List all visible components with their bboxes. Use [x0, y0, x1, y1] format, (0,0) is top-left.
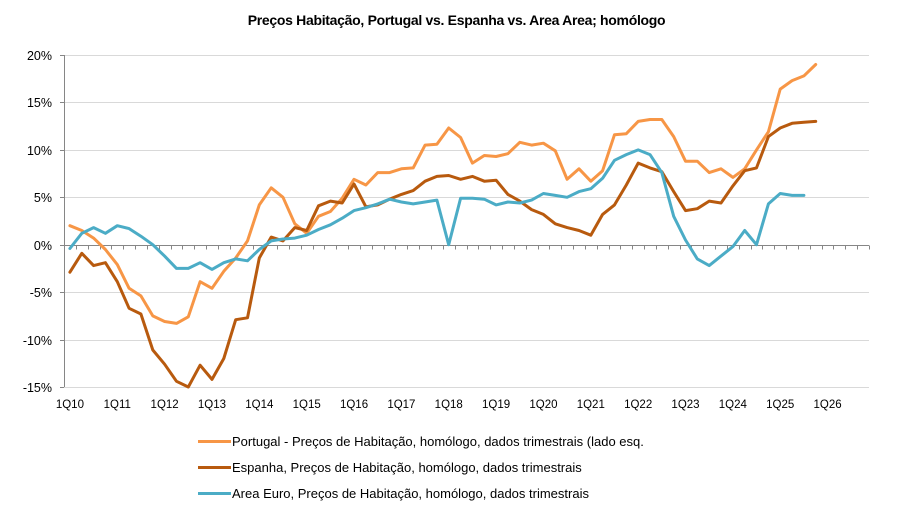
x-tick-label: 1Q16: [340, 399, 368, 411]
legend-item-portugal: Portugal - Preços de Habitação, homólogo…: [198, 428, 644, 454]
gridlines: [64, 55, 869, 388]
y-tick-label: 20%: [27, 49, 52, 63]
x-axis-labels: 1Q10 1Q11 1Q12 1Q13 1Q14 1Q15 1Q16 1Q17 1Q18 1Q19…: [56, 399, 842, 411]
y-tick-label: -10%: [23, 334, 52, 348]
x-tick-label: 1Q26: [813, 399, 841, 411]
x-tick-label: 1Q18: [435, 399, 463, 411]
x-tick-label: 1Q12: [151, 399, 179, 411]
x-tick-label: 1Q10: [56, 399, 84, 411]
x-tick-label: 1Q15: [293, 399, 321, 411]
x-tick-label: 1Q11: [104, 399, 131, 411]
y-tick-label: 15%: [27, 96, 52, 110]
x-tick-label: 1Q22: [624, 399, 652, 411]
x-tick-label: 1Q23: [671, 399, 699, 411]
series-lines: [68, 63, 818, 389]
x-tick-label: 1Q13: [198, 399, 226, 411]
x-tick-label: 1Q21: [577, 399, 605, 411]
legend-label-espanha: Espanha, Preços de Habitação, homólogo, …: [232, 459, 582, 475]
series-line-area-euro: [68, 148, 806, 271]
chart-title: Preços Habitação, Portugal vs. Espanha v…: [247, 12, 666, 28]
x-tick-label: 1Q25: [766, 399, 794, 411]
series-line-espanha: [68, 119, 818, 389]
x-tick-label: 1Q14: [245, 399, 274, 411]
legend-label-area-euro: Area Euro, Preços de Habitação, homólogo…: [232, 485, 589, 501]
y-tick-label: 0%: [34, 239, 52, 253]
x-tick-label: 1Q19: [482, 399, 510, 411]
legend: Portugal - Preços de Habitação, homólogo…: [198, 428, 644, 506]
x-tick-label: 1Q20: [529, 399, 557, 411]
x-tick-label: 1Q24: [719, 399, 748, 411]
legend-label-portugal: Portugal - Preços de Habitação, homólogo…: [232, 433, 644, 449]
legend-swatch-area-euro: [198, 491, 231, 495]
y-tick-label: 10%: [27, 144, 52, 158]
series-line-portugal: [68, 63, 818, 325]
legend-item-area-euro: Area Euro, Preços de Habitação, homólogo…: [198, 480, 644, 506]
legend-swatch-espanha: [198, 465, 231, 469]
legend-item-espanha: Espanha, Preços de Habitação, homólogo, …: [198, 454, 644, 480]
x-tick-label: 1Q17: [387, 399, 415, 411]
y-tick-label: -5%: [30, 286, 52, 300]
y-tick-label: -15%: [23, 381, 52, 395]
axes: [60, 55, 870, 388]
y-tick-label: 5%: [34, 191, 52, 205]
legend-swatch-portugal: [198, 439, 231, 443]
y-axis-labels: 20% 15% 10% 5% 0% -5% -10% -15%: [23, 49, 52, 395]
